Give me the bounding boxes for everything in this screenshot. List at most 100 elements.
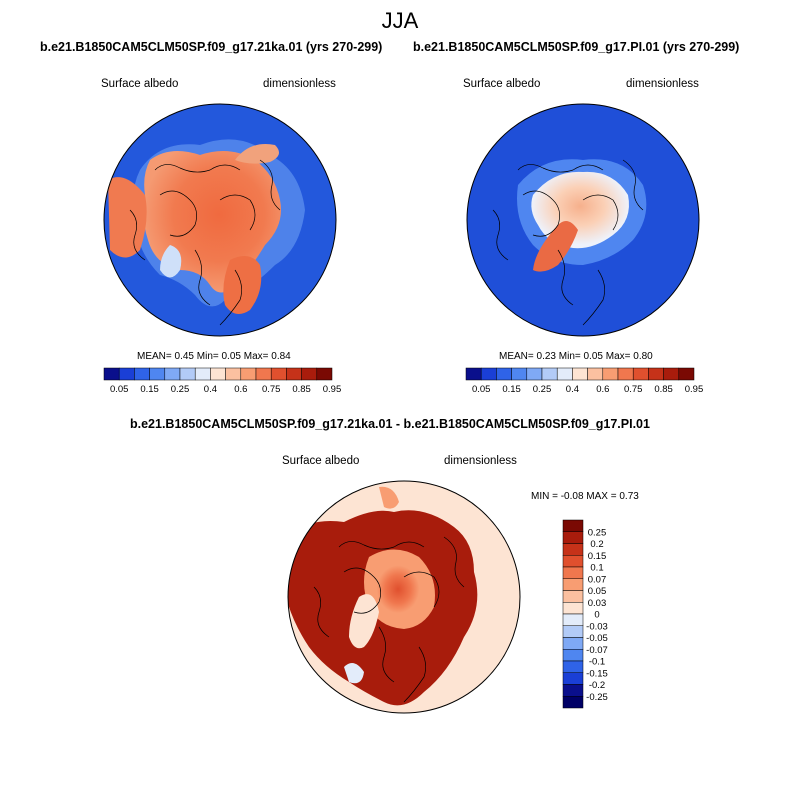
diff-colorbar-swatch bbox=[562, 555, 584, 568]
panel1-case-title: b.e21.B1850CAM5CLM50SP.f09_g17.21ka.01 (… bbox=[40, 40, 383, 54]
panel2-colorbar: 0.05 0.15 0.25 0.4 0.6 0.75 0.85 0.95 bbox=[465, 367, 703, 395]
panel1-colorbar: 0.05 0.15 0.25 0.4 0.6 0.75 0.85 0.95 bbox=[103, 367, 341, 395]
diff-colorbar-swatch bbox=[562, 519, 584, 532]
diff-variable-label: Surface albedo bbox=[282, 455, 360, 467]
panel2-colorbar-tick-label: 0.75 bbox=[624, 384, 643, 395]
panel2-case-title: b.e21.B1850CAM5CLM50SP.f09_g17.PI.01 (yr… bbox=[413, 40, 740, 54]
panel1-colorbar-swatch bbox=[194, 367, 211, 381]
panel1-mean-label: MEAN= bbox=[137, 351, 172, 362]
panel2-colorbar-tick-label: 0.25 bbox=[533, 384, 552, 395]
panel1-colorbar-swatch bbox=[301, 367, 318, 381]
diff-colorbar-tick-label: 0.05 bbox=[588, 586, 607, 597]
panel2-mean-value: 0.23 bbox=[536, 351, 556, 362]
panel1-colorbar-swatch bbox=[270, 367, 287, 381]
panel1-variable-label: Surface albedo bbox=[101, 78, 179, 90]
diff-colorbar-tick-label: 0 bbox=[594, 610, 599, 621]
panel2-colorbar-swatch bbox=[480, 367, 497, 381]
panel2-mean-label: MEAN= bbox=[499, 351, 534, 362]
panel1-polar-map bbox=[103, 103, 337, 337]
panel2-variable-label: Surface albedo bbox=[463, 78, 541, 90]
panel1-min-value: 0.05 bbox=[221, 351, 241, 362]
panel2-colorbar-tick-label: 0.4 bbox=[566, 384, 579, 395]
diff-colorbar-swatch bbox=[562, 625, 584, 638]
panel1-colorbar-swatch bbox=[225, 367, 242, 381]
panel1-colorbar-tick-label: 0.15 bbox=[140, 384, 159, 395]
panel1-colorbar-swatch bbox=[316, 367, 333, 381]
panel1-colorbar-swatch bbox=[118, 367, 135, 381]
panel2-stats: MEAN= 0.23 Min= 0.05 Max= 0.80 bbox=[499, 351, 653, 362]
panel2-colorbar-swatch bbox=[496, 367, 512, 381]
diff-colorbar-tick-label: 0.2 bbox=[590, 539, 603, 550]
diff-colorbar-swatch bbox=[562, 566, 584, 579]
panel2-colorbar-swatch bbox=[648, 367, 664, 381]
panel1-max-label: Max= bbox=[243, 351, 269, 362]
diff-case-title: b.e21.B1850CAM5CLM50SP.f09_g17.21ka.01 -… bbox=[130, 417, 650, 431]
panel1-colorbar-tick-label: 0.05 bbox=[110, 384, 129, 395]
diff-polar-map bbox=[287, 480, 521, 714]
panel2-min-value: 0.05 bbox=[583, 351, 603, 362]
diff-colorbar-tick-label: -0.15 bbox=[586, 668, 608, 679]
diff-colorbar-tick-label: 0.25 bbox=[588, 527, 607, 538]
panel1-colorbar-tick-label: 0.25 bbox=[171, 384, 190, 395]
panel2-colorbar-swatch bbox=[541, 367, 558, 381]
diff-colorbar-swatch bbox=[562, 660, 584, 673]
panel2-colorbar-swatch bbox=[465, 367, 482, 381]
diff-colorbar-tick-label: -0.1 bbox=[589, 657, 605, 668]
panel2-colorbar-tick-label: 0.6 bbox=[596, 384, 609, 395]
panel2-colorbar-swatch bbox=[572, 367, 588, 381]
panel1-colorbar-swatch bbox=[103, 367, 120, 381]
diff-colorbar-swatch bbox=[562, 543, 584, 556]
panel2-polar-map bbox=[466, 103, 700, 337]
diff-colorbar-tick-label: -0.25 bbox=[586, 692, 608, 703]
diff-colorbar-tick-label: 0.1 bbox=[590, 563, 603, 574]
diff-minmax-text: MIN = -0.08 MAX = 0.73 bbox=[531, 491, 639, 502]
season-title: JJA bbox=[381, 8, 419, 33]
panel2-colorbar-swatch bbox=[632, 367, 649, 381]
panel1-colorbar-swatch bbox=[286, 367, 302, 381]
panel1-stats: MEAN= 0.45 Min= 0.05 Max= 0.84 bbox=[137, 351, 291, 362]
diff-colorbar-tick-label: -0.03 bbox=[586, 621, 608, 632]
panel1-colorbar-tick-label: 0.6 bbox=[234, 384, 247, 395]
panel1-colorbar-swatch bbox=[149, 367, 166, 381]
panel2-colorbar-swatch bbox=[511, 367, 528, 381]
panel2-colorbar-swatch bbox=[663, 367, 680, 381]
diff-colorbar-swatch bbox=[562, 637, 584, 650]
diff-colorbar-tick-label: 0.07 bbox=[588, 574, 607, 585]
panel1-units-label: dimensionless bbox=[263, 78, 336, 90]
panel2-colorbar-swatch bbox=[587, 367, 604, 381]
panel1-colorbar-tick-label: 0.4 bbox=[204, 384, 217, 395]
panel1-mean-value: 0.45 bbox=[174, 351, 194, 362]
panel2-colorbar-swatch bbox=[617, 367, 634, 381]
panel1-colorbar-tick-label: 0.95 bbox=[323, 384, 342, 395]
panel1-colorbar-tick-label: 0.75 bbox=[262, 384, 281, 395]
diff-colorbar-swatch bbox=[562, 590, 584, 603]
diff-colorbar-swatch bbox=[562, 578, 584, 591]
panel2-colorbar-swatch bbox=[556, 367, 573, 381]
panel1-colorbar-swatch bbox=[255, 367, 272, 381]
panel1-colorbar-swatch bbox=[240, 367, 257, 381]
panel1-min-label: Min= bbox=[196, 351, 219, 362]
panel2-colorbar-swatch bbox=[526, 367, 543, 381]
diff-colorbar-swatch bbox=[562, 649, 584, 662]
panel2-min-label: Min= bbox=[558, 351, 581, 362]
panel2-max-value: 0.80 bbox=[633, 351, 653, 362]
diff-colorbar-tick-label: -0.05 bbox=[586, 633, 608, 644]
panel1-colorbar-swatch bbox=[134, 367, 150, 381]
panel1-colorbar-tick-label: 0.85 bbox=[292, 384, 311, 395]
diff-colorbar-swatch bbox=[562, 531, 584, 544]
diff-colorbar-swatch bbox=[562, 696, 584, 709]
panel2-max-label: Max= bbox=[605, 351, 631, 362]
diff-colorbar-tick-label: 0.15 bbox=[588, 551, 607, 562]
panel1-colorbar-swatch bbox=[210, 367, 226, 381]
panel2-colorbar-swatch bbox=[602, 367, 619, 381]
panel2-colorbar-tick-label: 0.95 bbox=[685, 384, 704, 395]
panel2-colorbar-tick-label: 0.85 bbox=[654, 384, 673, 395]
panel2-units-label: dimensionless bbox=[626, 78, 699, 90]
panel2-colorbar-tick-label: 0.15 bbox=[502, 384, 520, 395]
panel2-colorbar-swatch bbox=[678, 367, 695, 381]
diff-colorbar-tick-label: 0.03 bbox=[588, 598, 607, 609]
diff-colorbar-tick-label: -0.07 bbox=[586, 645, 608, 656]
panel1-max-value: 0.84 bbox=[271, 351, 291, 362]
panel1-colorbar-swatch bbox=[164, 367, 181, 381]
diff-colorbar-swatch bbox=[562, 672, 584, 685]
